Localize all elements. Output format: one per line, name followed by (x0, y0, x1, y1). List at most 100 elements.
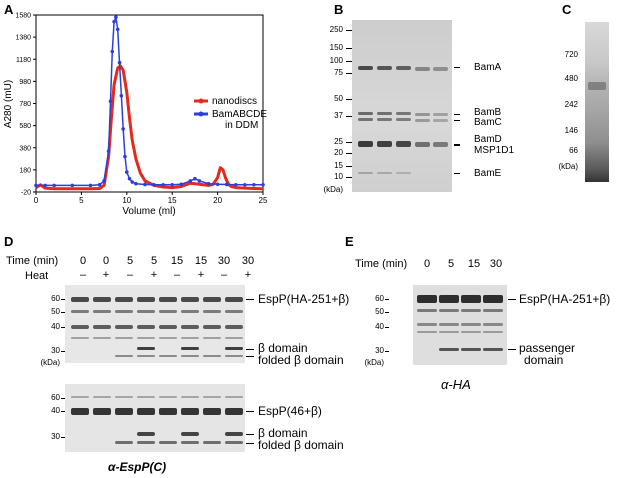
x-tick-label: 5 (79, 196, 84, 205)
series-point-bam (134, 181, 138, 186)
series-point-bam (215, 182, 220, 187)
gel-b-marker-150: 150 (329, 43, 343, 52)
chromatogram-chart: 1580 1380 1180 980 780 580 380 180 -20 0 5 10 15 20 2… (3, 13, 268, 218)
gel-d-bottom-marker-60: 60 (51, 393, 60, 402)
y-tick-label: 380 (19, 145, 31, 152)
gel-e-time-1: 5 (447, 258, 455, 270)
gel-d-top-marker-60: 60 (51, 294, 60, 303)
gel-b-marker-10: 10 (334, 172, 343, 181)
gel-d-top-image (65, 285, 245, 363)
gel-d-bottom-marker-30: 30 (51, 432, 60, 441)
gel-d-heat-3: + (150, 269, 158, 281)
gel-d-time-label: Time (min) (6, 255, 59, 267)
gel-e-label-espp-ha: EspP(HA-251+β) (519, 292, 611, 306)
gel-e-marker-30: 30 (375, 346, 384, 355)
legend-label-bam-line1: BamABCDE (212, 109, 267, 120)
y-tick-label: 780 (19, 101, 31, 108)
y-tick-label: 580 (19, 123, 31, 130)
gel-b-label-bamc: BamC (474, 117, 502, 128)
gel-b-marker-37: 37 (334, 111, 343, 120)
series-point-bam (119, 93, 124, 98)
chart-legend: nanodiscs BamABCDE in DDM (194, 96, 267, 131)
gel-b-marker-50: 50 (334, 94, 343, 103)
x-axis-label: Volume (ml) (122, 206, 175, 217)
series-line-nanodiscs (35, 64, 264, 191)
series-point-bam (243, 183, 247, 187)
panel-label-c: C (562, 2, 572, 17)
gel-e-image (413, 285, 507, 365)
gel-d-heat-4: – (173, 269, 181, 281)
gel-b-marker-250: 250 (329, 25, 343, 34)
series-point-bam (127, 176, 132, 181)
legend-label-nanodiscs: nanodiscs (212, 96, 257, 107)
gel-b-label-bama: BamA (474, 62, 502, 73)
gel-b-marker-15: 15 (334, 161, 343, 170)
gel-c-marker-480: 480 (564, 74, 578, 83)
gel-d-label-espp-ha: EspP(HA-251+β) (258, 292, 350, 306)
panel-label-e: E (345, 234, 354, 249)
x-tick-label: 25 (259, 196, 268, 205)
gel-d-heat-5: + (197, 269, 205, 281)
gel-d-time-1: 0 (102, 255, 110, 267)
x-tick-label: 0 (34, 196, 39, 205)
series-point-bam (112, 19, 116, 24)
gel-e-marker-50: 50 (375, 307, 384, 316)
series-point-bam (117, 60, 122, 65)
gel-d-heat-2: – (126, 269, 134, 281)
series-point-bam (97, 183, 102, 187)
gel-e-unit: (kDa) (364, 358, 384, 367)
gel-d-top-marker-30: 30 (51, 346, 60, 355)
y-tick-label: 1180 (16, 57, 31, 64)
gel-d-time-3: 5 (150, 255, 158, 267)
series-point-bam (121, 127, 125, 131)
gel-e-time-2: 15 (467, 258, 481, 270)
series-point-bam (261, 183, 265, 187)
series-point-bam (206, 181, 211, 186)
gel-d-top-marker-50: 50 (51, 307, 60, 316)
series-point-bam (106, 149, 111, 153)
series-point-bam (108, 99, 113, 104)
gel-d-top-marker-40: 40 (51, 322, 60, 331)
gel-e-time-label: Time (min) (355, 258, 408, 270)
series-point-bam (143, 182, 147, 187)
series-point-bam (152, 183, 156, 187)
gel-b-label-msp1d1: MSP1D1 (474, 145, 515, 156)
gel-d-heat-6: – (220, 269, 228, 281)
y-axis: 1580 1380 1180 980 780 580 380 180 -20 (15, 13, 36, 197)
gel-b-marker-100: 100 (329, 56, 343, 65)
gel-d-time-7: 30 (241, 255, 255, 267)
panel-label-b: B (334, 2, 344, 17)
gel-e-label-domain: domain (524, 353, 564, 367)
gel-b-marker-25: 25 (334, 137, 343, 146)
gel-d-heat-label: Heat (25, 270, 49, 282)
gel-c-marker-146: 146 (564, 126, 578, 135)
gel-d-time-0: 0 (79, 255, 87, 267)
series-point-bam (179, 182, 184, 187)
y-tick-label: 980 (19, 79, 31, 86)
series-point-bam (43, 183, 47, 188)
x-tick-label: 15 (168, 196, 177, 205)
gel-d-heat-1: + (102, 269, 110, 281)
series-point-bam (102, 179, 106, 183)
series-point-bam (110, 49, 115, 54)
gel-e-label-passenger: passenger (519, 341, 576, 355)
gel-d-label-beta-domain: β domain (258, 341, 308, 355)
gel-b-image (352, 20, 452, 192)
x-tick-label: 10 (122, 196, 131, 205)
y-tick-label: -20 (21, 190, 31, 197)
series-point-bam (130, 180, 135, 184)
series-point-bam (34, 183, 38, 188)
gel-e-marker-60: 60 (375, 294, 384, 303)
gel-b-unit: (kDa) (323, 185, 343, 194)
series-point-bam (224, 182, 229, 187)
x-tick-label: 20 (213, 196, 222, 205)
gel-e-antibody: α-HA (441, 377, 471, 392)
legend-label-bam-line2: in DDM (225, 120, 258, 131)
series-point-bam (125, 170, 129, 174)
series-point-bam (161, 183, 165, 187)
gel-b-label-bamd: BamD (474, 134, 502, 145)
series-group (34, 15, 265, 191)
gel-d-label-folded-beta-2: folded β domain (258, 438, 344, 452)
series-point-bam (170, 183, 174, 187)
y-tick-label: 1580 (15, 13, 31, 20)
